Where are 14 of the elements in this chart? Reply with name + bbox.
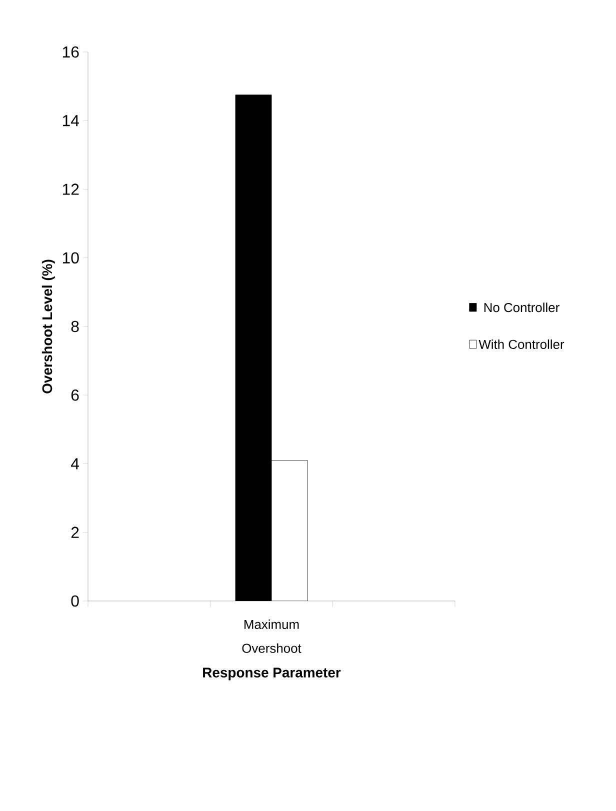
legend-label: With Controller bbox=[478, 339, 564, 349]
y-tick-label: 6 bbox=[71, 389, 79, 401]
y-tick-label: 8 bbox=[71, 320, 79, 332]
y-tick-label: 0 bbox=[71, 595, 79, 607]
x-axis-title: Response Parameter bbox=[203, 668, 341, 680]
y-tick-label: 14 bbox=[62, 115, 79, 126]
y-axis-title: Overshoot Level (%) bbox=[42, 260, 55, 394]
x-tick-label: Maximum Overshoot bbox=[242, 620, 302, 653]
y-tick-label: 2 bbox=[71, 526, 79, 538]
y-tick-label: 4 bbox=[70, 458, 80, 470]
y-tick-label: 12 bbox=[62, 184, 79, 195]
legend-label: No Controller bbox=[484, 302, 560, 312]
y-tick-label: 16 bbox=[62, 46, 79, 58]
y-tick-label: 10 bbox=[62, 252, 79, 264]
